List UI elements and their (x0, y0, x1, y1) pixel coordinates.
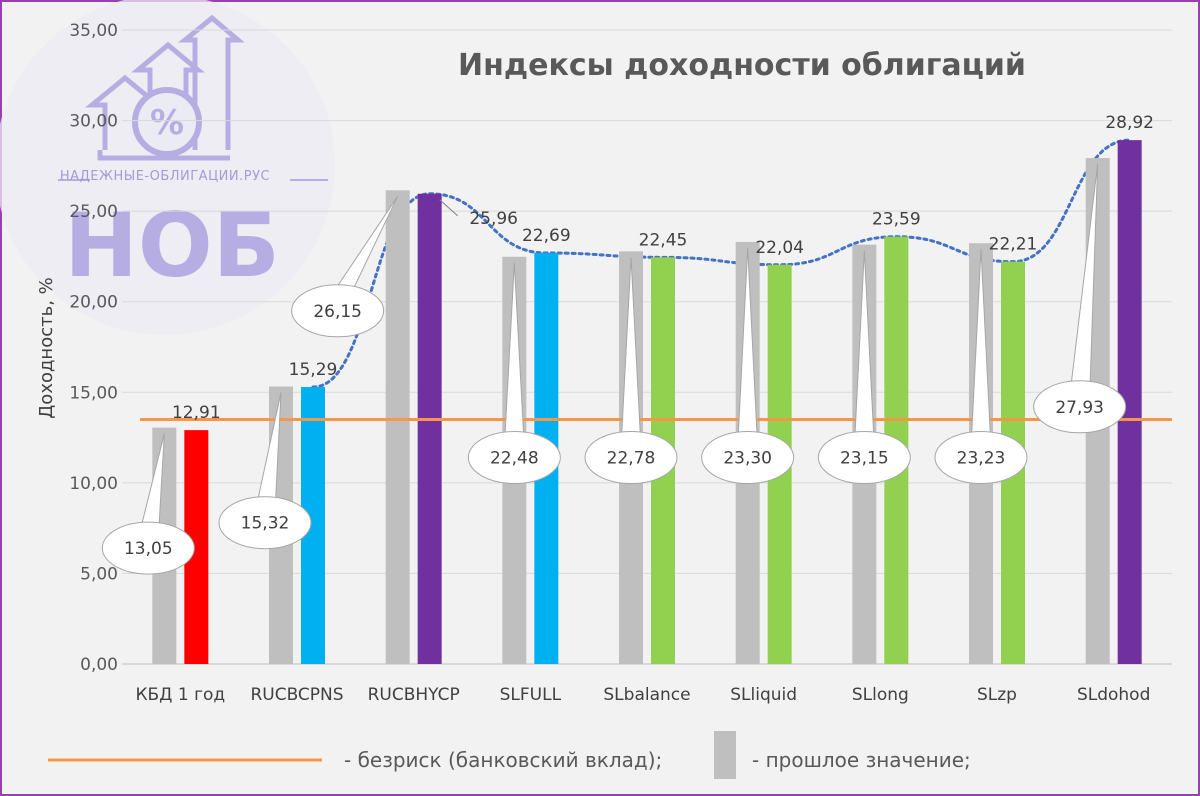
data-label-current: 15,29 (289, 360, 338, 380)
legend-previous-swatch (714, 731, 736, 779)
data-label-current: 22,45 (639, 230, 688, 250)
x-category-label: SLliquid (730, 685, 797, 705)
data-label-current: 22,21 (989, 235, 1038, 255)
legend-risk-free-label: - безриск (банковский вклад); (344, 748, 662, 772)
data-label-current: 28,92 (1105, 113, 1154, 133)
y-tick-label: 20,00 (69, 293, 118, 313)
data-label-current: 12,91 (172, 403, 221, 423)
callout-bubble (934, 430, 1028, 484)
callout-bubble (701, 430, 795, 484)
callout-bubble (101, 521, 195, 575)
data-label-previous: 15,32 (241, 514, 290, 534)
bar-previous (385, 190, 410, 664)
y-tick-label: 25,00 (69, 202, 118, 222)
x-axis-categories: КБД 1 год RUCBCPNS RUCBHYCP SLFULL SLbalance… (135, 685, 1150, 705)
grid-lines (122, 29, 1172, 665)
callout-bubble (584, 430, 678, 484)
data-label-current: 22,04 (755, 238, 804, 258)
y-axis-label: Доходность, % (36, 277, 57, 419)
x-category-label: RUCBHYCP (368, 685, 460, 705)
x-category-label: SLdohod (1077, 685, 1150, 705)
y-tick-label: 0,00 (80, 655, 118, 675)
data-label-previous: 27,93 (1055, 398, 1104, 418)
y-tick-label: 35,00 (69, 21, 118, 41)
watermark-circle (0, 0, 335, 335)
y-axis-ticks: 0,00 5,00 10,00 15,00 20,00 25,00 30,00 35,00 (69, 21, 118, 675)
data-label-previous: 22,78 (607, 448, 656, 468)
data-label-previous: 23,15 (840, 448, 889, 468)
x-category-label: SLzp (977, 685, 1017, 705)
data-label-current: 22,69 (522, 226, 571, 246)
chart-title: Индексы доходности облигаций (458, 48, 1026, 83)
callout-bubble (817, 430, 911, 484)
x-category-label: SLlong (852, 685, 909, 705)
watermark-site: НАДЕЖНЫЕ-ОБЛИГАЦИИ.РУС (60, 169, 270, 184)
y-tick-label: 10,00 (69, 474, 118, 494)
data-label-previous: 13,05 (124, 539, 173, 559)
data-label-current: 25,96 (469, 209, 518, 229)
percent-icon: % (150, 103, 184, 143)
x-category-label: SLbalance (603, 685, 690, 705)
x-category-label: RUCBCPNS (250, 685, 343, 705)
bar-current (417, 193, 442, 664)
callout-bubble (291, 284, 385, 338)
y-tick-label: 5,00 (80, 564, 118, 584)
data-label-previous: 26,15 (313, 302, 362, 322)
callout-bubble (218, 496, 312, 550)
data-label-leader (439, 199, 458, 217)
percent-coin-icon (132, 87, 202, 157)
data-labels: 12,91 13,05 15,29 15,32 25,96 26,15 22,69 22,48… (101, 113, 1154, 575)
data-label-previous: 22,48 (490, 448, 539, 468)
data-label-previous: 23,30 (723, 448, 772, 468)
legend-previous-label: - прошлое значение; (752, 748, 971, 772)
callout-bubble (467, 430, 561, 484)
data-label-previous: 23,23 (957, 448, 1006, 468)
callout-bubble (1033, 380, 1127, 434)
y-tick-label: 15,00 (69, 383, 118, 403)
x-category-label: SLFULL (500, 685, 562, 705)
y-tick-label: 30,00 (69, 112, 118, 132)
data-label-current: 23,59 (872, 210, 921, 230)
x-category-label: КБД 1 год (135, 685, 225, 705)
